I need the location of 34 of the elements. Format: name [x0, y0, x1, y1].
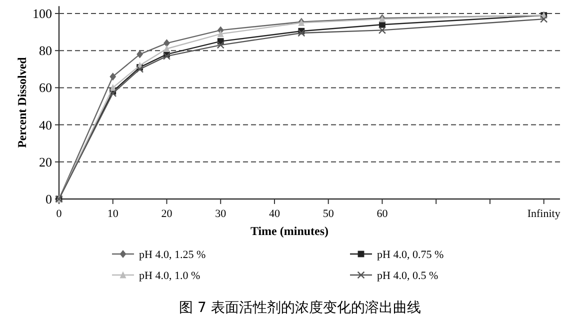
caption: 图 7 表面活性剂的浓度变化的溶出曲线: [179, 300, 421, 316]
legend-label: pH 4.0, 1.0 %: [139, 270, 200, 282]
x-tick-label: 60: [376, 208, 388, 220]
point: [162, 52, 171, 60]
x-tick-label: 0: [56, 208, 62, 220]
x-tick-label: 20: [161, 208, 173, 220]
legend-label: pH 4.0, 0.75 %: [377, 249, 444, 261]
y-tick-label: 80: [39, 43, 52, 58]
x-tick-label: 50: [322, 208, 334, 220]
y-tick-label: 100: [32, 6, 52, 21]
y-tick-label: 20: [39, 154, 52, 170]
point: [136, 65, 144, 73]
point: [110, 84, 116, 91]
point: [378, 26, 386, 34]
x-tick-label: 10: [107, 208, 119, 220]
point: [298, 29, 306, 37]
x-axis-title: Time (minutes): [250, 224, 329, 238]
y-axis-title: Percent Dissolved: [15, 56, 29, 148]
x-tick-label: 30: [215, 208, 227, 220]
point: [136, 50, 144, 58]
point: [216, 41, 224, 49]
y-tick-label: 0: [46, 192, 52, 206]
x-tick-label: Infinity: [527, 208, 561, 220]
point: [540, 15, 548, 23]
point: [217, 30, 224, 38]
point: [109, 89, 117, 98]
x-tick-label: 40: [268, 208, 280, 220]
y-tick-label: 60: [39, 80, 52, 96]
legend-label: pH 4.0, 1.25 %: [139, 249, 206, 261]
point: [164, 39, 170, 48]
legend-label: pH 4.0, 0.5 %: [377, 270, 438, 282]
point: [110, 72, 116, 81]
y-tick-label: 40: [39, 117, 52, 132]
point: [164, 45, 170, 52]
